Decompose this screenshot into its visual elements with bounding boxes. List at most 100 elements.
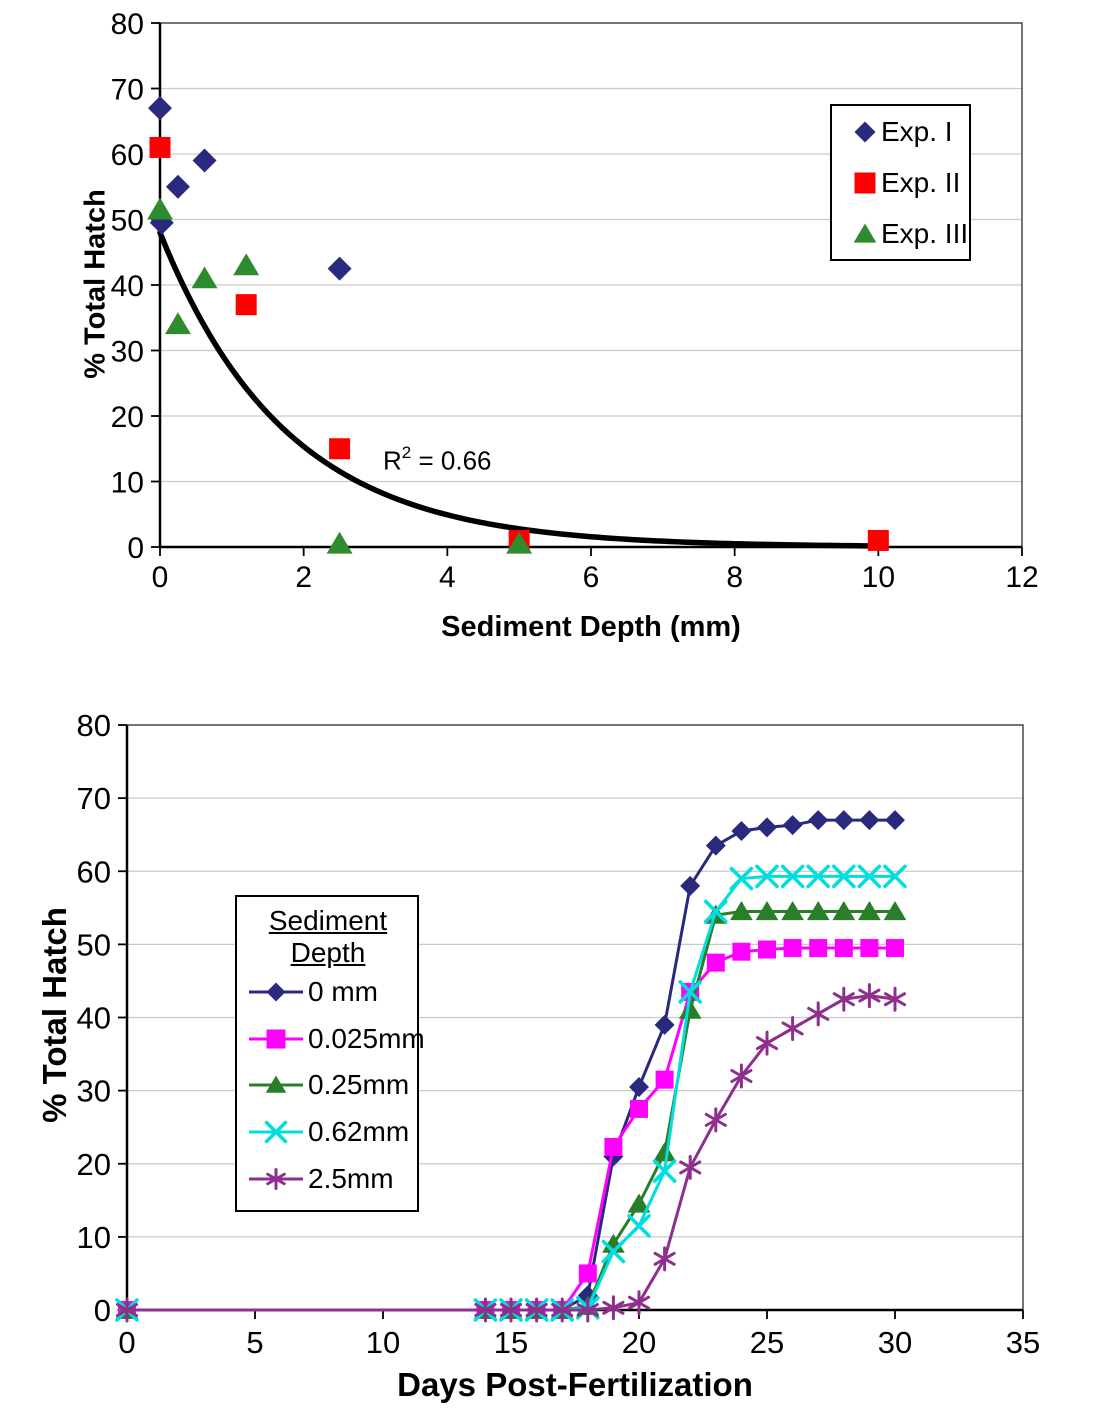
x-tick-label: 0 [118, 1325, 135, 1360]
diamond-marker [731, 821, 752, 842]
y-tick-label: 0 [94, 1293, 111, 1328]
x-marker [806, 864, 830, 889]
y-tick-label: 40 [111, 270, 144, 303]
star-marker [832, 986, 855, 1012]
star-marker [499, 1297, 523, 1323]
r2-annotation: R2 = 0.66 [383, 443, 492, 477]
square-marker [706, 953, 725, 972]
x-tick-label: 2 [295, 561, 312, 594]
legend-item-exp-i: Exp. I [852, 115, 969, 148]
triangle-marker [147, 197, 173, 220]
series-0mm-marker-icon [249, 982, 303, 1002]
star-marker [602, 1295, 625, 1321]
square-marker [854, 172, 876, 193]
x-tick-label: 8 [726, 561, 743, 594]
square-marker [867, 529, 889, 551]
x-tick-label: 4 [439, 561, 456, 594]
diamond-marker [148, 96, 172, 121]
x-marker [264, 1120, 288, 1144]
x-marker [652, 1159, 677, 1183]
x-tick-label: 5 [246, 1325, 263, 1360]
star-marker [730, 1063, 753, 1089]
square-marker [235, 294, 257, 316]
x-marker [601, 1239, 626, 1264]
triangle-marker [832, 900, 856, 921]
star-marker [704, 1107, 727, 1133]
r2-annotation-rest: = 0.66 [411, 445, 492, 476]
diamond-marker [757, 817, 777, 838]
chart2-x-axis-title: Days Post-Fertilization [397, 1366, 753, 1403]
diamond-marker [808, 810, 829, 831]
x-tick-label: 20 [622, 1325, 656, 1360]
triangle-marker [883, 900, 907, 921]
square-marker [732, 942, 751, 961]
x-marker [729, 866, 754, 891]
legend-item-0mm: 0 mm [247, 969, 417, 1016]
square-marker [578, 1264, 597, 1283]
y-tick-label: 30 [77, 1074, 111, 1109]
diamond-marker [833, 810, 854, 831]
y-tick-label: 60 [77, 854, 111, 889]
square-marker [329, 438, 351, 460]
legend-label: 0 mm [308, 976, 378, 1008]
star-marker [883, 986, 907, 1012]
x-marker [678, 980, 702, 1004]
series-exp-i [148, 96, 352, 281]
legend-item-025mm: 0.25mm [247, 1062, 417, 1109]
x-marker [883, 864, 907, 889]
y-tick-label: 50 [77, 927, 111, 962]
x-marker [627, 1214, 651, 1238]
diamond-marker [885, 810, 905, 831]
x-marker [780, 864, 805, 889]
diamond-marker [705, 835, 726, 856]
legend-label: Exp. III [881, 217, 969, 249]
trendline-curve [157, 229, 882, 549]
square-marker [860, 939, 879, 958]
diamond-marker [654, 1014, 675, 1035]
triangle-marker [233, 253, 260, 276]
triangle-marker [853, 223, 877, 243]
diamond-marker [782, 815, 803, 836]
square-marker [604, 1137, 623, 1156]
series-062mm-marker-icon [249, 1120, 303, 1144]
y-tick-label: 80 [77, 708, 111, 743]
star-marker [653, 1246, 676, 1272]
y-tick-label: 0 [127, 532, 144, 565]
star-marker [576, 1297, 599, 1323]
star-marker [551, 1297, 574, 1323]
diamond-marker [266, 982, 286, 1002]
triangle-marker [265, 1075, 287, 1094]
series-0025mm-marker-icon [249, 1029, 303, 1049]
x-tick-label: 25 [750, 1325, 784, 1360]
series-25mm-marker-icon [249, 1167, 303, 1190]
legend-item-25mm: 2.5mm [247, 1155, 417, 1202]
x-tick-label: 15 [494, 1325, 528, 1360]
y-tick-label: 50 [111, 205, 144, 238]
triangle-marker [506, 531, 533, 554]
square-marker [834, 939, 853, 958]
x-tick-label: 30 [878, 1325, 912, 1360]
chart1-y-axis-title: % Total Hatch [79, 189, 112, 379]
x-tick-label: 12 [1005, 561, 1038, 594]
square-marker [886, 939, 904, 958]
y-tick-label: 10 [77, 1220, 111, 1255]
exp-iii-marker-icon [853, 223, 877, 243]
square-marker [758, 940, 776, 959]
diamond-marker [854, 121, 876, 142]
star-marker [525, 1297, 548, 1323]
series-025mm-marker-icon [249, 1075, 303, 1094]
chart1-x-axis-title: Sediment Depth (mm) [441, 611, 741, 643]
triangle-marker [858, 900, 881, 921]
star-marker [858, 983, 881, 1009]
legend-experiments: Exp. I Exp. II Exp. III [830, 104, 971, 261]
triangle-marker [730, 900, 753, 921]
chart-2: 0 5 10 15 20 25 30 35 0 10 20 30 40 50 60 70 80 [77, 708, 1041, 1360]
legend-label: 0.62mm [308, 1116, 410, 1148]
r2-annotation-base: R [383, 445, 402, 476]
legend-label: 2.5mm [308, 1162, 394, 1194]
legend-label: 0.25mm [308, 1069, 410, 1101]
star-marker [266, 1167, 286, 1190]
legend-sediment-depth: Sediment Depth 0 mm 0.025mm 0.25mm 0.62m… [235, 895, 425, 1212]
